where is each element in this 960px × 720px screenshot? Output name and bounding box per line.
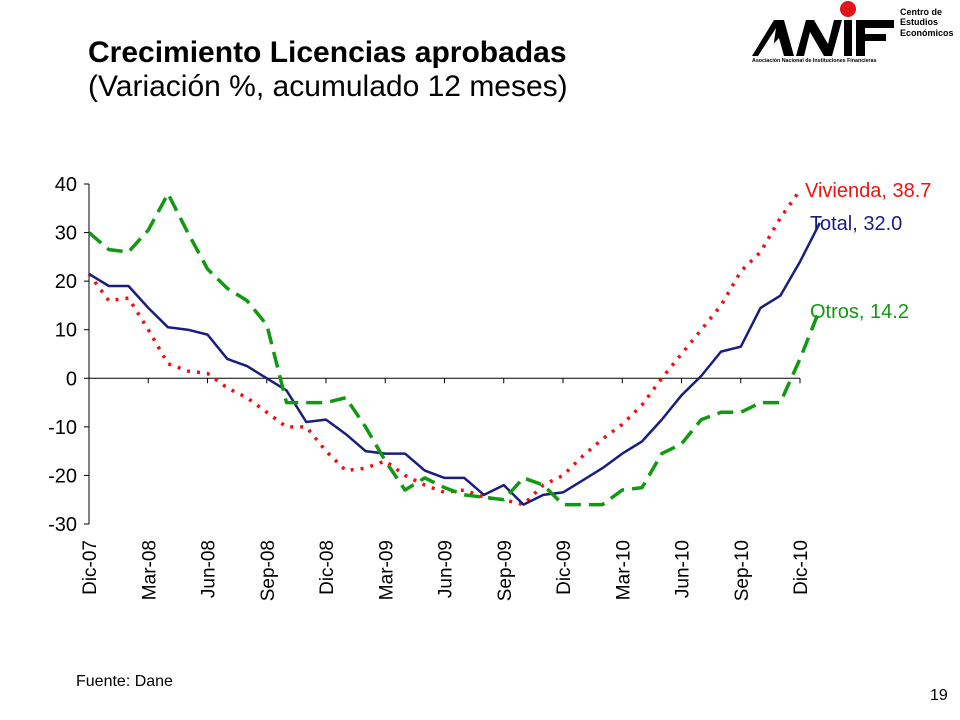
- y-tick-label: -30: [48, 514, 77, 536]
- x-tick-label: Sep-09: [495, 540, 516, 601]
- source-note: Fuente: Dane: [76, 673, 173, 690]
- x-tick-label: Jun-10: [673, 540, 694, 598]
- y-tick-label: 40: [55, 174, 77, 196]
- x-tick-label: Mar-10: [613, 540, 634, 600]
- logo-caption: Asociación Nacional de Instituciones Fin…: [752, 58, 877, 64]
- x-tick-label: Dic-09: [554, 540, 575, 595]
- series-line-otros: [87, 191, 822, 507]
- x-tick-label: Dic-10: [791, 540, 812, 595]
- x-tick-label: Dic-07: [80, 540, 101, 595]
- series-label-otros: Otros, 14.2: [810, 301, 909, 323]
- y-tick-label: 10: [55, 320, 77, 342]
- x-tick-label: Sep-10: [732, 540, 753, 601]
- series-line-vivienda: [87, 189, 802, 507]
- logo-side-text: Centro de Estudios Económicos: [900, 7, 954, 38]
- y-tick-label: -10: [48, 417, 77, 439]
- logo-side-line: Centro de: [900, 7, 943, 17]
- x-tick-label: Sep-08: [258, 540, 279, 601]
- anif-wordmark-graphic: [752, 1, 894, 56]
- y-tick-label: 30: [55, 223, 77, 245]
- slide-title: Crecimiento Licencias aprobadas (Variaci…: [88, 36, 568, 103]
- y-tick-label: 20: [55, 271, 77, 293]
- title-subtitle: (Variación %, acumulado 12 meses): [88, 69, 568, 103]
- y-tick-label: -20: [48, 465, 77, 487]
- x-tick-label: Mar-08: [139, 540, 160, 600]
- x-tick-label: Mar-09: [376, 540, 397, 600]
- logo-side-line: Económicos: [900, 27, 954, 38]
- logo-red-dot: [840, 1, 856, 17]
- y-tick-label: 0: [66, 368, 77, 390]
- series-label-total: Total, 32.0: [810, 213, 902, 235]
- x-tick-label: Dic-08: [317, 540, 338, 595]
- series-label-vivienda: Vivienda, 38.7: [805, 180, 931, 202]
- page-number: 19: [930, 687, 948, 704]
- series-line-total: [88, 222, 821, 506]
- x-tick-label: Jun-09: [436, 540, 457, 598]
- anif-logo: Asociación Nacional de Instituciones Fin…: [748, 0, 960, 80]
- logo-side-line: Estudios: [900, 17, 939, 28]
- title-main: Crecimiento Licencias aprobadas: [88, 36, 567, 69]
- x-tick-label: Jun-08: [199, 540, 220, 598]
